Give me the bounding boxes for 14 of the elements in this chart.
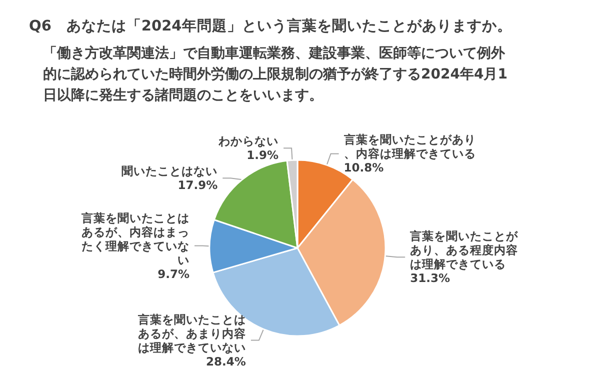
data-label: 17.9% bbox=[178, 178, 218, 192]
slice-label: 言葉を聞いたことはあるが、あまり内容は理解できていない bbox=[136, 312, 246, 354]
slice-label: 言葉を聞いたことがあり、内容は理解できている bbox=[342, 132, 476, 161]
chart-subtitle: 「働き方改革関連法」で自動車運転業務、建設事業、医師等について例外的に認められていた時間外労働の上限規制の猶予が終了する2024年4月1日以降に発生する諸問題のことをいいます。 bbox=[43, 44, 508, 104]
slice-label: 聞いたことはない bbox=[122, 164, 218, 178]
data-label: 28.4% bbox=[206, 354, 246, 368]
data-label: 9.7% bbox=[158, 266, 190, 281]
data-label: 31.3% bbox=[410, 271, 450, 286]
slice-label: 言葉を聞いたことがあり、ある程度内容は理解できている bbox=[409, 229, 520, 272]
chart-title: Q6 あなたは「2024年問題」という言葉を聞いたことがありますか。 bbox=[29, 16, 512, 34]
data-label: 10.8% bbox=[344, 160, 384, 175]
data-label: 1.9% bbox=[246, 148, 279, 162]
slice-label: 言葉を聞いたことはあるが、内容はまったく理解できていない bbox=[80, 210, 190, 267]
slice-label: わからない bbox=[218, 134, 279, 148]
